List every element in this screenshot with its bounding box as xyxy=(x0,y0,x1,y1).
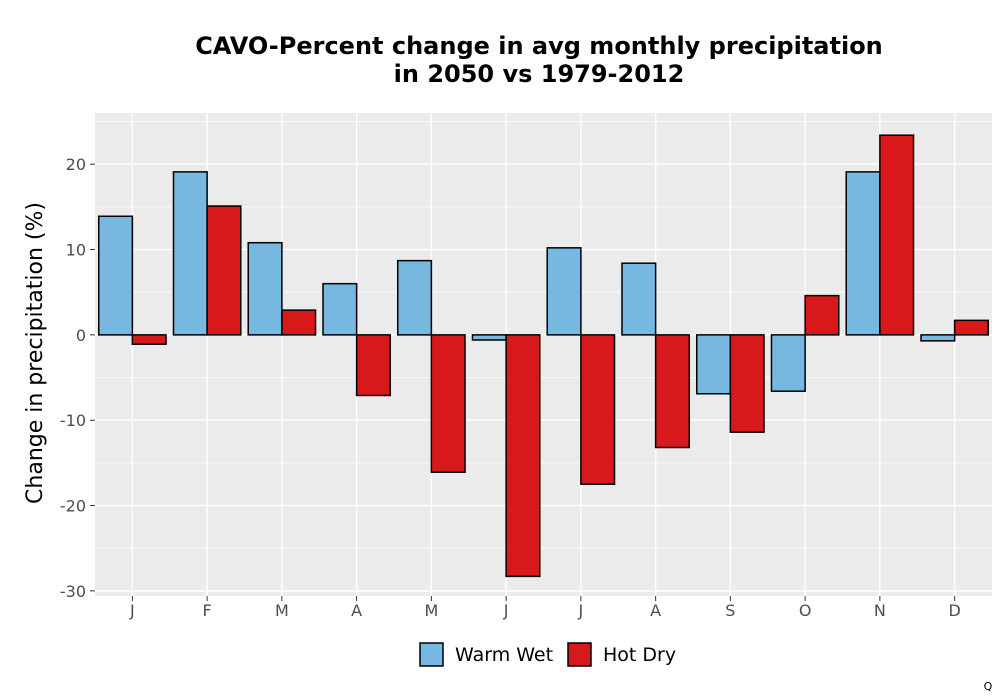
x-tick-label: O xyxy=(799,601,812,620)
bar-hot-dry-4 xyxy=(355,334,392,397)
bar-warm-wet-1 xyxy=(97,215,134,336)
bar-warm-wet-10 xyxy=(770,334,806,392)
x-tick-label: N xyxy=(874,601,886,620)
chart-title-line: CAVO-Percent change in avg monthly preci… xyxy=(195,32,883,60)
y-tick-label: 10 xyxy=(66,241,86,260)
bar-warm-wet-12 xyxy=(920,334,956,342)
x-tick-label: J xyxy=(578,601,584,620)
bar-warm-wet-7 xyxy=(546,247,582,336)
bar-hot-dry-12 xyxy=(953,319,990,336)
x-tick-label: J xyxy=(129,601,135,620)
bar-hot-dry-5 xyxy=(430,334,466,474)
x-tick-label: S xyxy=(725,601,735,620)
y-tick-label: 20 xyxy=(66,155,86,174)
plot-panel xyxy=(95,113,992,596)
y-axis: -30 -20 -10 0 10 20 xyxy=(60,155,95,601)
bar-hot-dry-6 xyxy=(505,334,541,578)
bar-hot-dry-7 xyxy=(580,334,616,485)
bar-warm-wet-11 xyxy=(845,171,881,336)
y-axis-title: Change in precipitation (%) xyxy=(23,202,48,504)
y-tick-label: 0 xyxy=(76,326,86,345)
y-tick-label: -10 xyxy=(60,411,86,430)
x-tick-label: D xyxy=(948,601,960,620)
x-tick-label: F xyxy=(203,601,212,620)
corner-mark: Q xyxy=(984,680,993,693)
chart-title: CAVO-Percent change in avg monthly preci… xyxy=(195,32,883,88)
y-tick-label: -20 xyxy=(60,497,86,516)
bar-warm-wet-3 xyxy=(247,241,283,336)
bar-hot-dry-1 xyxy=(131,334,167,346)
bar-warm-wet-5 xyxy=(396,259,433,336)
bar-warm-wet-6 xyxy=(471,334,507,341)
y-tick-label: -30 xyxy=(60,582,86,601)
bars xyxy=(97,134,990,578)
legend-swatch-warm-wet xyxy=(419,642,444,667)
legend-label-hot-dry: Hot Dry xyxy=(603,644,676,666)
chart-title-line: in 2050 vs 1979-2012 xyxy=(394,60,685,88)
bar-hot-dry-10 xyxy=(804,294,840,336)
x-tick-label: A xyxy=(351,601,362,620)
bar-hot-dry-2 xyxy=(206,205,242,336)
x-tick-label: A xyxy=(650,601,661,620)
x-tick-label: J xyxy=(503,601,509,620)
bar-warm-wet-8 xyxy=(621,262,657,336)
bar-hot-dry-11 xyxy=(879,134,915,336)
bar-hot-dry-9 xyxy=(729,334,765,433)
x-tick-label: M xyxy=(275,601,289,620)
minor-gridlines xyxy=(95,121,992,549)
bar-hot-dry-3 xyxy=(281,309,317,336)
legend-label-warm-wet: Warm Wet xyxy=(455,644,553,666)
legend-swatch-hot-dry xyxy=(567,642,592,667)
bar-hot-dry-8 xyxy=(654,334,691,449)
bar-warm-wet-2 xyxy=(172,171,208,336)
legend: Warm Wet Hot Dry xyxy=(419,642,676,667)
bar-warm-wet-4 xyxy=(322,282,358,336)
bar-warm-wet-9 xyxy=(695,334,732,395)
x-tick-label: M xyxy=(424,601,438,620)
